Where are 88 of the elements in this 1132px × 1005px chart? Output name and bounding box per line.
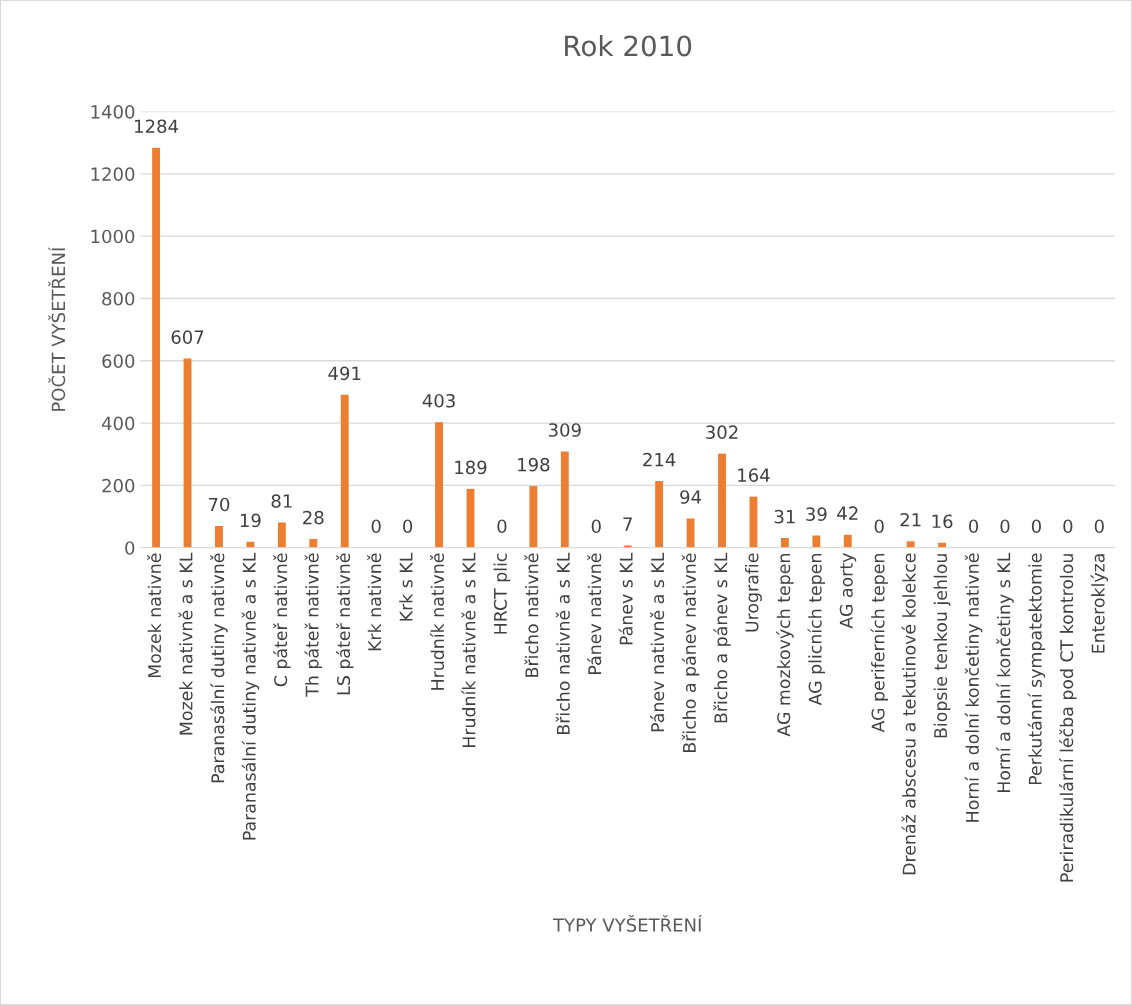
x-tick-label: AG periferních tepen xyxy=(870,554,888,733)
x-tick-label: Břicho nativně a s KL xyxy=(555,552,570,734)
data-label: 16 xyxy=(932,514,953,529)
x-tick-label: Th páteř nativně xyxy=(304,553,323,697)
data-label: 0 xyxy=(968,519,979,534)
data-label: 0 xyxy=(497,519,507,534)
data-label: 1284 xyxy=(135,119,179,134)
bar xyxy=(215,525,223,548)
x-tick-label: Enteroklýza xyxy=(1090,554,1109,653)
data-label: 403 xyxy=(422,393,455,408)
bar xyxy=(655,481,664,548)
y-tick-label: 1200 xyxy=(91,167,135,181)
data-label: 28 xyxy=(303,510,324,525)
x-tick-label: Krk nativně xyxy=(367,553,382,651)
x-tick-label: Horní a dolní končetiny s KL xyxy=(996,552,1014,793)
data-label: 0 xyxy=(403,519,413,534)
data-label: 0 xyxy=(1031,519,1041,534)
data-label: 491 xyxy=(328,366,361,381)
data-label: 198 xyxy=(518,457,550,472)
bar xyxy=(906,541,915,548)
data-label: 94 xyxy=(680,490,702,504)
x-tick-label: Břicho a pánev nativně xyxy=(681,553,700,752)
data-label: 302 xyxy=(706,425,738,440)
data-label: 0 xyxy=(371,519,381,534)
x-tick-label: Paranasální dutiny nativně a s KL xyxy=(241,552,260,840)
x-tick-label: Urografie xyxy=(745,553,762,632)
x-tick-label: Pánev nativně xyxy=(587,553,602,674)
data-label: 309 xyxy=(548,423,581,437)
data-label: 70 xyxy=(208,497,230,512)
data-label: 607 xyxy=(171,330,204,344)
data-label: 214 xyxy=(643,452,676,467)
x-tick-label: LS páteř nativně xyxy=(335,553,354,695)
x-tick-label: Paranasální dutiny nativně xyxy=(210,553,228,783)
bar xyxy=(780,538,789,548)
y-tick-label: 400 xyxy=(101,416,135,431)
x-tick-label: AG mozkových tepen xyxy=(776,554,794,737)
y-tick-label: 1400 xyxy=(91,105,135,119)
bar xyxy=(843,534,852,548)
x-tick-label: Horní a dolní končetiny nativně xyxy=(964,553,983,822)
data-label: 81 xyxy=(271,494,292,508)
data-label: 31 xyxy=(774,509,795,524)
bar xyxy=(560,451,569,548)
bar xyxy=(152,147,161,548)
data-label: 39 xyxy=(806,507,827,521)
data-label: 189 xyxy=(455,460,487,475)
x-tick-label: C páteř nativně xyxy=(273,553,291,687)
x-tick-label: Pánev nativně a s KL xyxy=(650,552,665,732)
x-tick-label: Biopsie tenkou jehlou xyxy=(933,554,951,738)
x-tick-label: Periradikulární léčba pod CT kontrolou xyxy=(1059,554,1077,882)
bar xyxy=(686,518,695,548)
x-tick-label: Mozek nativně a s KL xyxy=(178,552,193,735)
x-tick-label: Pánev s KL xyxy=(618,552,633,645)
data-label: 19 xyxy=(240,513,261,528)
data-label: 0 xyxy=(1094,519,1104,534)
x-tick-label: Břicho a pánev s KL xyxy=(713,552,731,723)
y-tick-label: 0 xyxy=(125,541,135,555)
y-tick-label: 200 xyxy=(102,478,135,493)
y-tick-label: 1000 xyxy=(91,229,135,244)
bar xyxy=(309,539,318,548)
data-label: 0 xyxy=(1063,519,1073,534)
x-tick-label: Drenáž abscesu a tekutinové kolekce xyxy=(901,553,916,875)
x-tick-label: Krk s KL xyxy=(399,552,413,621)
x-tick-label: HRCT plic xyxy=(493,553,511,634)
data-label: 0 xyxy=(591,519,601,534)
data-label: 21 xyxy=(900,512,921,527)
x-tick-label: Břicho nativně xyxy=(524,553,539,677)
y-axis-title: POČET VYŠETŘENÍ xyxy=(48,247,66,411)
bar xyxy=(812,535,821,548)
data-label: 0 xyxy=(874,519,884,534)
y-tick-label: 800 xyxy=(102,291,135,306)
x-tick-label: Perkutánní sympatektomie xyxy=(1027,553,1046,785)
data-label: 7 xyxy=(623,517,632,531)
data-label: 0 xyxy=(1000,519,1010,534)
bar xyxy=(340,394,349,548)
x-axis-title: TYPY VYŠETŘENÍ xyxy=(552,914,702,932)
bar xyxy=(718,453,726,548)
data-label: 164 xyxy=(738,468,770,483)
bar xyxy=(529,486,538,548)
data-label: 42 xyxy=(837,506,858,520)
chart-title: Rok 2010 xyxy=(565,34,692,57)
x-tick-label: Mozek nativně xyxy=(146,553,162,678)
x-tick-label: Hrudník nativně a s KL xyxy=(461,552,476,748)
bar xyxy=(435,422,443,548)
x-tick-label: Hrudník nativně xyxy=(429,553,445,690)
x-tick-label: AG plicních tepen xyxy=(807,554,826,706)
x-tick-label: AG aorty xyxy=(839,553,857,629)
y-tick-label: 600 xyxy=(102,354,135,368)
bar xyxy=(277,522,286,548)
